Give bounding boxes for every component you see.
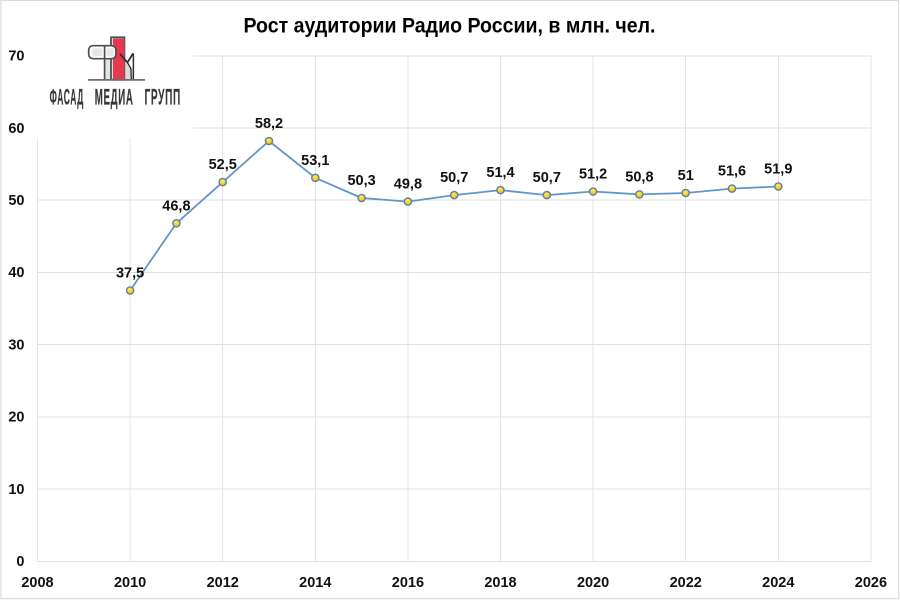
svg-text:30: 30	[8, 337, 24, 353]
svg-text:53,1: 53,1	[301, 153, 329, 169]
svg-text:51: 51	[678, 168, 694, 184]
svg-text:2016: 2016	[392, 575, 424, 591]
svg-text:2022: 2022	[670, 575, 702, 591]
svg-text:2014: 2014	[299, 575, 331, 591]
svg-text:10: 10	[8, 482, 24, 498]
svg-text:50,3: 50,3	[347, 173, 375, 189]
svg-text:Рост аудитории Радио России, в: Рост аудитории Радио России, в млн. чел.	[244, 13, 656, 37]
svg-text:2026: 2026	[855, 575, 887, 591]
svg-text:51,6: 51,6	[718, 164, 746, 180]
svg-text:51,2: 51,2	[579, 167, 607, 183]
svg-text:2018: 2018	[484, 575, 516, 591]
svg-text:0: 0	[16, 554, 24, 570]
svg-text:МЕДИА: МЕДИА	[95, 85, 134, 110]
svg-text:ГРУПП: ГРУПП	[145, 85, 181, 109]
svg-text:52,5: 52,5	[209, 157, 237, 173]
svg-text:37,5: 37,5	[116, 266, 144, 282]
svg-text:50: 50	[8, 193, 24, 209]
svg-text:50,8: 50,8	[625, 170, 653, 186]
svg-text:46,8: 46,8	[162, 198, 190, 214]
svg-text:49,8: 49,8	[394, 177, 422, 193]
svg-text:2010: 2010	[114, 575, 146, 591]
svg-text:60: 60	[8, 121, 24, 137]
svg-text:50,7: 50,7	[440, 170, 468, 186]
svg-text:ФАСАД: ФАСАД	[50, 85, 84, 110]
svg-text:50,7: 50,7	[533, 170, 561, 186]
svg-text:70: 70	[8, 49, 24, 65]
svg-text:40: 40	[8, 265, 24, 281]
svg-text:58,2: 58,2	[255, 116, 283, 132]
svg-text:20: 20	[8, 410, 24, 426]
svg-text:2024: 2024	[762, 575, 794, 591]
svg-text:2020: 2020	[577, 575, 609, 591]
svg-text:51,4: 51,4	[486, 165, 514, 181]
svg-text:2012: 2012	[207, 575, 239, 591]
svg-text:2008: 2008	[21, 575, 53, 591]
svg-text:51,9: 51,9	[764, 162, 792, 178]
